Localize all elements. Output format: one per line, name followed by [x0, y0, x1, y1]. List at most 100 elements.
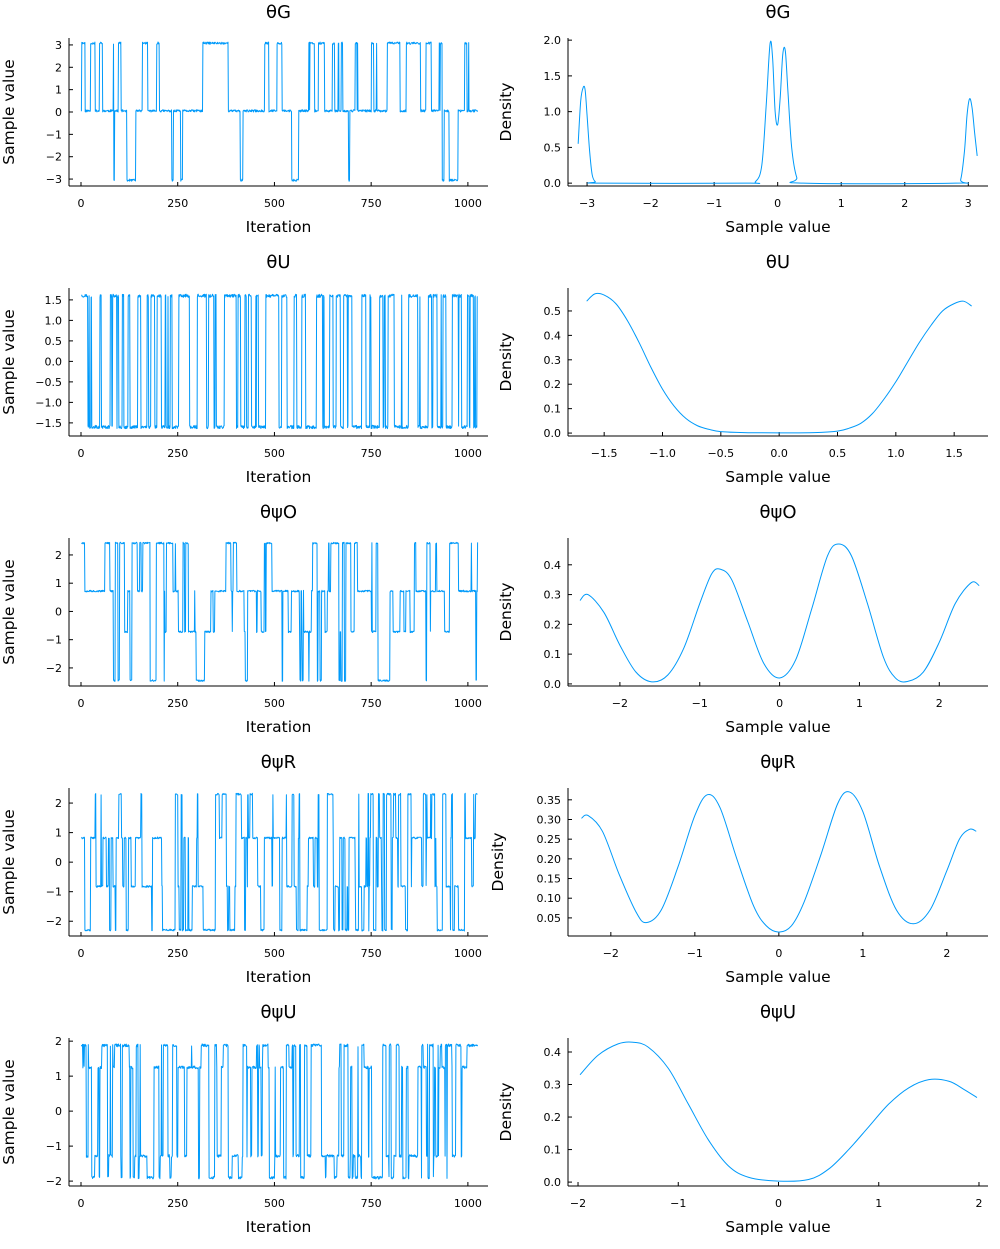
- y-tick-label: 1: [55, 84, 62, 97]
- density-line: [586, 292, 972, 434]
- x-tick-label: 0: [775, 1197, 782, 1210]
- y-tick-label: −1: [46, 886, 62, 899]
- x-tick-label: 0.0: [770, 447, 788, 460]
- y-tick-label: 0.3: [544, 354, 562, 367]
- x-tick-label: 750: [361, 447, 382, 460]
- x-tick-label: 1: [838, 197, 845, 210]
- y-axis-label: Sample value: [0, 809, 18, 914]
- y-tick-label: 0.0: [544, 427, 562, 440]
- y-tick-label: −2: [46, 662, 62, 675]
- x-tick-label: 250: [167, 447, 188, 460]
- trace-line: [81, 541, 479, 682]
- y-tick-label: 2: [55, 797, 62, 810]
- panel-density-2: θU Sample value Density −1.5 −1.0 −0.5 0.0 0.5 1…: [497, 252, 988, 486]
- panel-title: θψU: [760, 1002, 796, 1023]
- y-axis-label: Density: [497, 333, 515, 392]
- x-tick-label: 0: [775, 947, 782, 960]
- panel-title: θψO: [260, 502, 297, 523]
- x-tick-label: 1: [875, 1197, 882, 1210]
- y-tick-label: 0.05: [537, 912, 562, 925]
- x-tick-label: 500: [264, 1197, 285, 1210]
- y-tick-label: 0.0: [45, 355, 63, 368]
- x-tick-label: 2: [975, 1197, 982, 1210]
- panel-title: θU: [266, 252, 290, 273]
- x-tick-label: 500: [264, 947, 285, 960]
- panel-trace-1: θG Iteration Sample value 0 250 500 750 1000 −3 −…: [0, 2, 488, 236]
- y-tick-label: −2: [46, 151, 62, 164]
- x-tick-label: −2: [603, 947, 619, 960]
- y-tick-label: 1.5: [544, 70, 562, 83]
- y-tick-label: 2.0: [544, 34, 562, 47]
- x-tick-label: −1: [692, 697, 708, 710]
- x-tick-label: 1: [856, 697, 863, 710]
- y-axis-label: Density: [497, 1083, 515, 1142]
- x-axis-label: Iteration: [246, 718, 312, 736]
- x-tick-label: 1: [859, 947, 866, 960]
- y-tick-label: 1.0: [45, 314, 63, 327]
- panel-title: θψR: [261, 752, 296, 773]
- x-tick-label: 1.5: [945, 447, 963, 460]
- y-tick-label: 1: [55, 1070, 62, 1083]
- x-tick-label: 0.5: [829, 447, 847, 460]
- y-tick-label: 0.0: [544, 1176, 562, 1189]
- x-axis-label: Iteration: [246, 968, 312, 986]
- y-tick-label: 0.1: [544, 648, 562, 661]
- y-tick-label: 0.5: [544, 141, 562, 154]
- x-axis-label: Iteration: [246, 218, 312, 236]
- y-axis-label: Sample value: [0, 1059, 18, 1164]
- x-tick-label: 1000: [454, 697, 482, 710]
- x-tick-label: 250: [167, 697, 188, 710]
- y-tick-label: 0.15: [537, 873, 562, 886]
- y-tick-label: 1.0: [544, 106, 562, 119]
- y-tick-label: −0.5: [35, 376, 62, 389]
- x-tick-label: −1: [706, 197, 722, 210]
- y-tick-label: 0.30: [537, 813, 562, 826]
- panel-title: θψR: [760, 752, 795, 773]
- y-tick-label: 0: [55, 856, 62, 869]
- x-tick-label: 1000: [454, 197, 482, 210]
- y-tick-label: 0.20: [537, 853, 562, 866]
- panel-title: θG: [266, 2, 291, 23]
- x-tick-label: 2: [943, 947, 950, 960]
- y-tick-label: 1: [55, 827, 62, 840]
- y-tick-label: 0.10: [537, 892, 562, 905]
- x-tick-label: 500: [264, 197, 285, 210]
- x-tick-label: 1000: [454, 947, 482, 960]
- y-tick-label: 1: [55, 577, 62, 590]
- panel-trace-3: θψO Iteration Sample value 0 250 500 750 1000 −2…: [0, 502, 488, 736]
- x-tick-label: 500: [264, 447, 285, 460]
- y-tick-label: −1: [46, 634, 62, 647]
- x-tick-label: −1: [670, 1197, 686, 1210]
- x-tick-label: 0: [77, 197, 84, 210]
- x-tick-label: 750: [361, 1197, 382, 1210]
- x-tick-label: −2: [642, 197, 658, 210]
- trace-line: [80, 41, 479, 182]
- x-axis-label: Sample value: [725, 718, 830, 736]
- panel-title: θψU: [260, 1002, 296, 1023]
- y-tick-label: −1: [46, 1140, 62, 1153]
- panel-density-4: θψR Sample value Density −2 −1 0 1 2 0.05 0.10 0.1…: [489, 752, 988, 986]
- x-tick-label: 1000: [454, 1197, 482, 1210]
- panel-title: θG: [766, 2, 791, 23]
- x-tick-label: −0.5: [707, 447, 734, 460]
- y-tick-label: 0.2: [544, 1111, 562, 1124]
- panel-trace-5: θψU Iteration Sample value 0 250 500 750 1000 −2…: [0, 1002, 488, 1236]
- y-tick-label: 0.5: [544, 305, 562, 318]
- y-axis-label: Density: [497, 83, 515, 142]
- x-tick-label: 250: [167, 197, 188, 210]
- x-tick-label: 2: [901, 197, 908, 210]
- x-tick-label: −1.5: [591, 447, 618, 460]
- x-tick-label: 250: [167, 947, 188, 960]
- x-tick-label: 3: [965, 197, 972, 210]
- y-tick-label: 0: [55, 605, 62, 618]
- y-tick-label: 0.0: [544, 678, 562, 691]
- y-axis-label: Sample value: [0, 309, 18, 414]
- x-tick-label: 750: [361, 197, 382, 210]
- panel-density-5: θψU Sample value Density −2 −1 0 1 2 0.0 0.1 0.2 0.…: [497, 1002, 988, 1236]
- y-tick-label: 2: [55, 549, 62, 562]
- y-tick-label: 0.35: [537, 794, 562, 807]
- trace-line: [80, 1043, 479, 1180]
- panel-title: θU: [766, 252, 790, 273]
- y-tick-label: 2: [55, 1035, 62, 1048]
- density-line: [577, 40, 978, 185]
